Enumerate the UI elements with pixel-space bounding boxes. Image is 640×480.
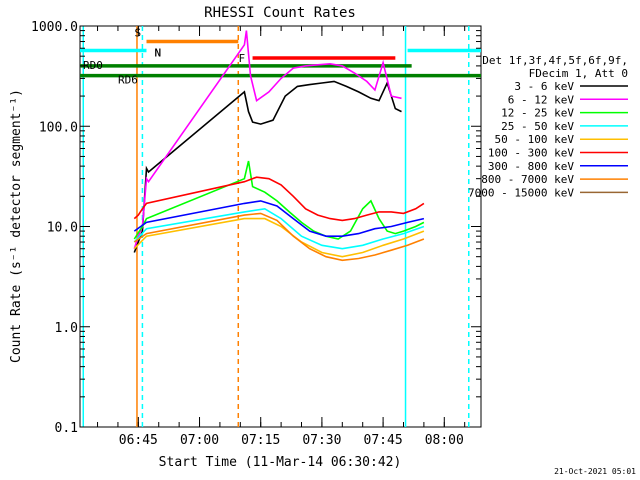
state-bar-label: RD6 [118, 74, 138, 87]
series-group [133, 30, 425, 262]
legend-entry-label: 800 - 7000 keV [481, 173, 574, 186]
state-bar-label: N [154, 46, 161, 59]
y-tick-label: 1000.0 [31, 20, 78, 35]
state-bar-label: F [239, 52, 246, 65]
series-line [133, 217, 425, 258]
legend-entry-label: 25 - 50 keV [501, 120, 574, 133]
state-bar-label: N [154, 46, 161, 59]
series-line [133, 207, 425, 250]
x-tick-label: 07:30 [302, 433, 341, 448]
axes-group: 0.1 1.0 10.0 100.0 1000.0 06:45 07:00 07:15 07:3… [31, 20, 481, 448]
y-axis-label: Count Rate (s⁻¹ detector segment⁻¹) [9, 89, 24, 363]
series-line [133, 200, 425, 237]
state-bar-label: RD0 [83, 59, 103, 72]
x-tick-label: 08:00 [425, 433, 464, 448]
x-axis-label: Start Time (11-Mar-14 06:30:42) [159, 455, 402, 470]
series-line [133, 212, 425, 262]
y-tick-label: 1.0 [55, 321, 78, 336]
series-line [133, 80, 402, 253]
legend-entry-label: 300 - 800 keV [488, 160, 574, 173]
footer-timestamp: 21-Oct-2021 05:01 [554, 467, 636, 476]
x-tick-label: 07:45 [364, 433, 403, 448]
y-tick-label: 0.1 [55, 421, 78, 436]
legend: Det 1f,3f,4f,5f,6f,9f,FDecim 1, Att 03 -… [468, 54, 628, 199]
legend-entry-label: 100 - 300 keV [488, 147, 574, 160]
series-line [133, 176, 425, 222]
y-tick-label: 100.0 [39, 120, 78, 135]
legend-entry-label: 6 - 12 keV [508, 93, 575, 106]
x-tick-label: 07:00 [180, 433, 219, 448]
legend-entry-label: 7000 - 15000 keV [468, 186, 574, 199]
legend-entry-label: 12 - 25 keV [501, 107, 574, 120]
series-line [133, 30, 402, 249]
legend-header: Det 1f,3f,4f,5f,6f,9f, [482, 54, 628, 67]
legend-entry-label: 3 - 6 keV [514, 80, 574, 93]
y-tick-label: 10.0 [47, 221, 78, 236]
legend-entry-label: 50 - 100 keV [495, 133, 575, 146]
x-tick-label: 06:45 [119, 433, 158, 448]
chart-title: RHESSI Count Rates [204, 5, 356, 21]
legend-header: FDecim 1, Att 0 [529, 67, 628, 80]
x-tick-label: 07:15 [241, 433, 280, 448]
state-bar-label: S [134, 27, 141, 40]
